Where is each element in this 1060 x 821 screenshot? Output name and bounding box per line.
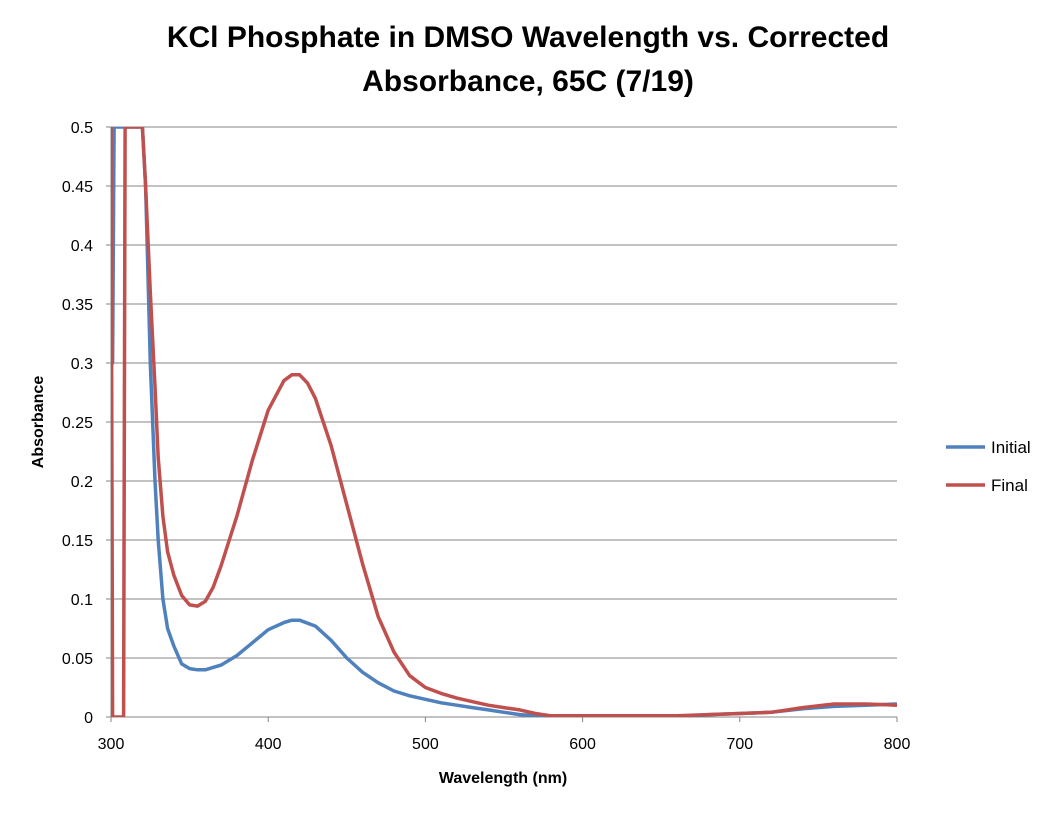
series-line-final	[111, 127, 897, 717]
x-tick-label: 600	[569, 736, 596, 753]
y-tick-label: 0.4	[71, 238, 93, 255]
y-tick-label: 0.25	[62, 415, 93, 432]
series-line-initial	[111, 127, 897, 717]
x-tick-label: 800	[884, 736, 911, 753]
y-tick-label: 0.1	[71, 592, 93, 609]
series-lines	[111, 127, 897, 717]
y-axis-title: Absorbance	[30, 376, 47, 469]
y-tick-label: 0.45	[62, 179, 93, 196]
y-tick-label: 0	[84, 710, 93, 727]
y-tick-label: 0.3	[71, 356, 93, 373]
y-tick-label: 0.05	[62, 651, 93, 668]
x-tick-label: 700	[726, 736, 753, 753]
y-tick-label: 0.15	[62, 533, 93, 550]
y-tick-label: 0.2	[71, 474, 93, 491]
x-tick-label: 500	[412, 736, 439, 753]
legend: Initial Final	[946, 438, 1031, 495]
y-tick-label: 0.5	[71, 120, 93, 137]
x-tick-label: 400	[255, 736, 282, 753]
legend-label-final: Final	[991, 476, 1028, 495]
gridlines	[110, 126, 897, 718]
y-axis-ticks: 0 0.05 0.1 0.15 0.2 0.25 0.3 0.35 0.4 0.45 0.5	[62, 120, 111, 727]
x-tick-label: 300	[98, 736, 125, 753]
x-axis-title: Wavelength (nm)	[439, 770, 567, 787]
chart-title-line-2: Absorbance, 65C (7/19)	[362, 65, 694, 98]
x-axis-ticks: 300 400 500 600 700 800	[98, 717, 911, 753]
chart-title-line-1: KCl Phosphate in DMSO Wavelength vs. Cor…	[167, 21, 889, 54]
legend-label-initial: Initial	[991, 438, 1031, 457]
y-tick-label: 0.35	[62, 297, 93, 314]
